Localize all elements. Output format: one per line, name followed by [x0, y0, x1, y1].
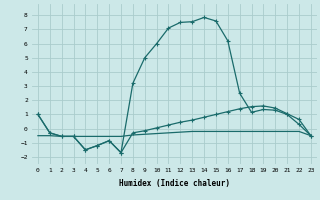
X-axis label: Humidex (Indice chaleur): Humidex (Indice chaleur) [119, 179, 230, 188]
